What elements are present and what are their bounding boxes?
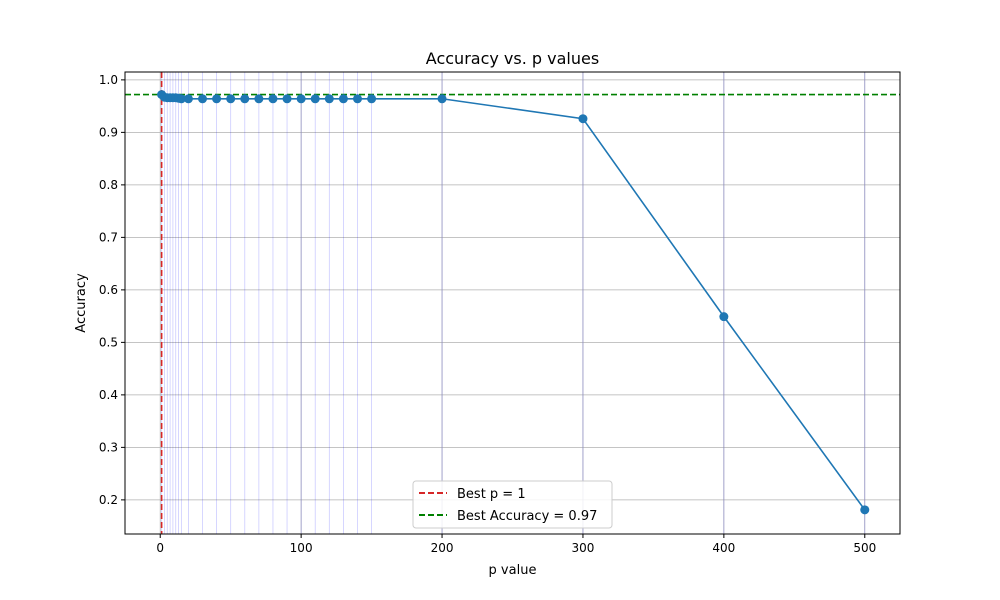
x-axis-ticks: 0 100 200 300 400 500 (156, 534, 876, 555)
y-tick-label: 0.2 (99, 493, 118, 507)
legend-box (412, 480, 613, 529)
x-tick-label: 500 (853, 541, 876, 555)
legend: Best p = 1 Best Accuracy = 0.97 (412, 480, 613, 529)
data-point (198, 94, 207, 104)
x-tick-label: 100 (290, 541, 313, 555)
x-axis-label: p value (489, 563, 537, 578)
data-point (860, 505, 870, 515)
legend-label-best-p: Best p = 1 (457, 487, 526, 502)
data-point (719, 312, 729, 322)
data-point (367, 94, 377, 104)
grid-lines (125, 72, 900, 534)
y-tick-label: 0.5 (99, 335, 118, 349)
y-tick-label: 1.0 (99, 73, 118, 87)
y-axis-ticks: 0.2 0.3 0.4 0.5 0.6 0.7 0.8 0.9 1.0 (99, 73, 125, 507)
data-point (268, 94, 278, 104)
data-point (212, 94, 222, 104)
chart-title: Accuracy vs. p values (426, 49, 599, 68)
data-point (254, 94, 264, 104)
data-point (578, 114, 588, 124)
p-value-marker-lines (161, 72, 866, 534)
data-point (176, 94, 186, 104)
data-point (296, 94, 306, 104)
data-point (183, 94, 193, 104)
y-tick-label: 0.7 (99, 230, 118, 244)
data-point (353, 94, 362, 104)
data-point (240, 94, 250, 104)
data-point (226, 94, 236, 104)
x-tick-label: 400 (712, 541, 735, 555)
legend-label-best-accuracy: Best Accuracy = 0.97 (457, 509, 597, 524)
data-point (324, 94, 334, 104)
data-point (338, 94, 348, 104)
plot-frame (124, 71, 901, 535)
accuracy-series (157, 90, 870, 515)
data-point (310, 94, 320, 104)
y-tick-label: 0.8 (99, 178, 118, 192)
y-tick-label: 0.4 (99, 388, 118, 402)
x-tick-label: 300 (572, 541, 595, 555)
data-point (282, 94, 292, 104)
reference-lines (125, 72, 900, 534)
y-axis-label: Accuracy (74, 273, 89, 333)
y-tick-label: 0.9 (99, 125, 118, 139)
y-tick-label: 0.3 (99, 440, 118, 454)
y-tick-label: 0.6 (99, 283, 118, 297)
x-tick-label: 0 (156, 541, 164, 555)
data-point (437, 94, 447, 104)
x-tick-label: 200 (431, 541, 454, 555)
